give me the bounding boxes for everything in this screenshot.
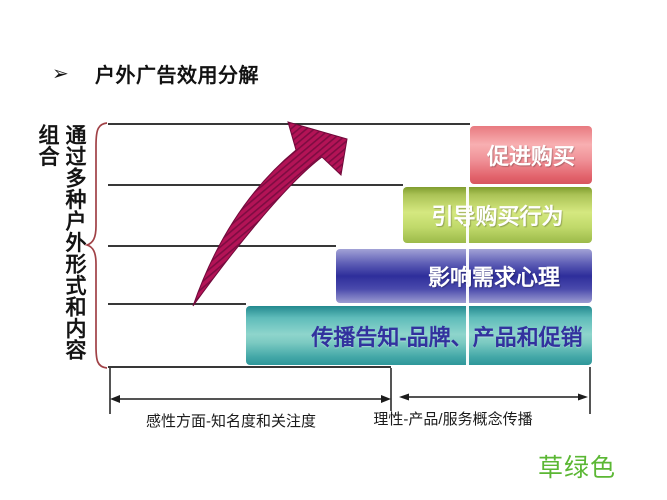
- x-span-label-rational: 理性-产品/服务概念传播: [373, 411, 533, 428]
- left-curly-brace: [84, 122, 108, 369]
- slide-title-text: 户外广告效用分解: [95, 65, 259, 87]
- y-axis-vertical-label: 通过多种户外形式和内容组合: [36, 124, 86, 361]
- growth-arrow-icon: [192, 121, 348, 307]
- step-bar-guide-buying: 引导购买行为: [403, 187, 592, 243]
- step-bar-spread-awareness: 传播告知-品牌、产品和促销: [246, 306, 592, 365]
- step-baselines: [108, 123, 470, 368]
- arrow-bullet-icon: ➢: [52, 63, 69, 85]
- left-span-arrow: [110, 395, 391, 403]
- step-bar-influence-demand: 影响需求心理: [336, 249, 592, 303]
- slide-title: ➢ 户外广告效用分解: [52, 59, 259, 88]
- color-note-text: 草绿色: [538, 454, 617, 482]
- step-bar-promote-purchase: 促进购买: [470, 126, 592, 184]
- x-span-label-emotional: 感性方面-知名度和关注度: [146, 413, 316, 430]
- axis-ticks: [109, 367, 591, 414]
- zone-divider-line: [466, 187, 469, 365]
- right-span-arrow: [399, 393, 588, 401]
